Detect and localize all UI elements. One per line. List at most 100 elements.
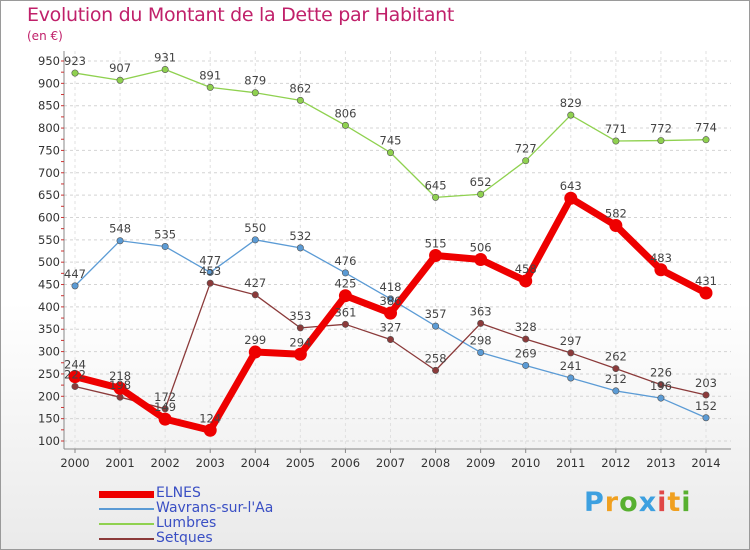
- data-label: 727: [515, 142, 537, 156]
- logo-letter: P: [584, 487, 605, 518]
- data-label: 198: [109, 378, 131, 392]
- data-label: 535: [154, 228, 176, 242]
- data-point: [386, 149, 394, 157]
- x-tick-label: 2011: [556, 456, 585, 470]
- data-label: 172: [154, 390, 176, 404]
- x-tick-label: 2002: [151, 456, 180, 470]
- y-tick-label: 800: [38, 121, 60, 135]
- data-point: [341, 121, 349, 129]
- data-label: 262: [605, 350, 627, 364]
- data-label: 357: [425, 307, 447, 321]
- x-tick-label: 2013: [646, 456, 675, 470]
- legend-swatch: [99, 538, 154, 540]
- data-label: 477: [199, 253, 221, 267]
- legend-swatch: [99, 490, 154, 498]
- data-label: 476: [334, 254, 356, 268]
- data-point: [432, 322, 440, 330]
- data-label: 532: [289, 229, 311, 243]
- data-point: [612, 365, 620, 373]
- data-label: 745: [380, 134, 402, 148]
- y-tick-label: 100: [38, 434, 60, 448]
- data-point: [161, 65, 169, 73]
- data-label: 258: [425, 351, 447, 365]
- data-label: 550: [244, 221, 266, 235]
- data-label: 212: [605, 372, 627, 386]
- legend-label: Wavrans-sur-l'Aa: [156, 500, 274, 516]
- data-point: [699, 286, 713, 300]
- data-point: [293, 347, 307, 361]
- data-label: 582: [605, 207, 627, 221]
- y-tick-label: 500: [38, 255, 60, 269]
- data-point: [161, 405, 169, 413]
- data-label: 124: [199, 411, 221, 425]
- x-tick-label: 2009: [466, 456, 495, 470]
- data-label: 907: [109, 61, 131, 75]
- x-tick-label: 2004: [241, 456, 270, 470]
- data-label: 269: [515, 346, 537, 360]
- data-label: 447: [64, 267, 86, 281]
- chart-title: Evolution du Montant de la Dette par Hab…: [27, 4, 455, 26]
- data-point: [654, 263, 668, 277]
- y-tick-label: 400: [38, 300, 60, 314]
- data-label: 328: [515, 320, 537, 334]
- data-label: 327: [380, 321, 402, 335]
- y-tick-label: 950: [38, 54, 60, 68]
- data-label: 431: [695, 274, 717, 288]
- data-label: 418: [380, 280, 402, 294]
- data-label: 829: [560, 96, 582, 110]
- data-label: 774: [695, 121, 717, 135]
- data-label: 515: [425, 236, 447, 250]
- data-label: 645: [425, 178, 447, 192]
- logo-letter: x: [638, 487, 658, 518]
- data-label: 548: [109, 222, 131, 236]
- data-label: 244: [64, 358, 86, 372]
- data-point: [702, 136, 710, 144]
- data-label: 363: [470, 304, 492, 318]
- chart-unit: (en €): [27, 29, 63, 43]
- data-point: [657, 381, 665, 389]
- data-point: [338, 289, 352, 303]
- x-tick-label: 2003: [196, 456, 225, 470]
- data-point: [68, 370, 82, 384]
- y-tick-label: 450: [38, 278, 60, 292]
- data-label: 297: [560, 334, 582, 348]
- data-point: [567, 111, 575, 119]
- data-point: [384, 306, 397, 320]
- data-label: 222: [64, 367, 86, 381]
- x-tick-label: 2001: [105, 456, 134, 470]
- data-point: [567, 374, 575, 382]
- legend-swatch: [99, 508, 154, 510]
- data-point: [71, 282, 79, 290]
- x-tick-label: 2000: [60, 456, 89, 470]
- logo-letter: r: [604, 487, 620, 518]
- data-point: [296, 96, 304, 104]
- data-label: 386: [380, 294, 402, 308]
- data-label: 643: [560, 179, 582, 193]
- data-point: [522, 361, 530, 369]
- data-label: 483: [650, 251, 672, 265]
- data-label: 931: [154, 50, 176, 64]
- y-tick-label: 600: [38, 210, 60, 224]
- data-point: [477, 190, 485, 198]
- data-point: [248, 345, 262, 359]
- y-tick-label: 700: [38, 166, 60, 180]
- legend-label: ELNES: [156, 485, 201, 501]
- legend-label: Setques: [156, 530, 213, 546]
- x-tick-label: 2010: [511, 456, 540, 470]
- data-point: [657, 394, 665, 402]
- y-tick-label: 550: [38, 233, 60, 247]
- data-point: [251, 236, 259, 244]
- y-tick-label: 200: [38, 389, 60, 403]
- logo-letter: i: [657, 487, 668, 518]
- data-point: [564, 191, 578, 205]
- x-tick-label: 2007: [376, 456, 405, 470]
- logo-letter: o: [619, 487, 639, 518]
- data-label: 299: [244, 333, 266, 347]
- x-tick-label: 2014: [691, 456, 720, 470]
- data-point: [474, 252, 488, 266]
- data-label: 241: [560, 359, 582, 373]
- data-label: 772: [650, 122, 672, 136]
- legend-swatch: [99, 523, 154, 525]
